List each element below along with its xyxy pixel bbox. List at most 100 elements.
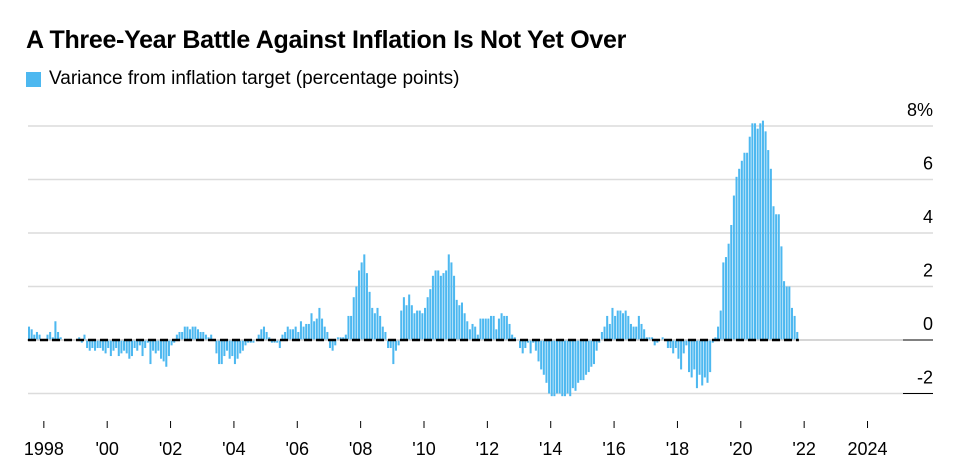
bar bbox=[424, 307, 427, 340]
bar bbox=[756, 128, 759, 340]
bar bbox=[600, 331, 603, 340]
bar bbox=[508, 323, 511, 340]
bar bbox=[228, 340, 231, 359]
bar bbox=[368, 291, 371, 340]
bar bbox=[606, 315, 609, 340]
bar bbox=[167, 340, 170, 357]
bar bbox=[236, 340, 239, 359]
bar bbox=[363, 254, 366, 340]
legend-label: Variance from inflation target (percenta… bbox=[49, 68, 460, 89]
bar bbox=[590, 340, 593, 367]
bar bbox=[181, 331, 184, 340]
bar bbox=[194, 326, 197, 340]
bar bbox=[740, 160, 743, 340]
bar bbox=[511, 334, 514, 340]
bar bbox=[577, 340, 580, 383]
bar bbox=[735, 176, 738, 340]
bar bbox=[727, 243, 730, 340]
bar bbox=[484, 318, 487, 340]
bar bbox=[379, 315, 382, 340]
bar bbox=[241, 340, 244, 351]
bar bbox=[767, 150, 770, 340]
bar bbox=[226, 340, 229, 351]
bar bbox=[278, 340, 281, 349]
bar bbox=[183, 326, 186, 340]
bar bbox=[175, 334, 178, 340]
bar bbox=[360, 262, 363, 340]
bar bbox=[645, 337, 648, 340]
bar bbox=[249, 340, 252, 343]
bar bbox=[326, 331, 329, 340]
bar bbox=[550, 340, 553, 397]
x-tick-label: '16 bbox=[602, 439, 625, 459]
bar bbox=[743, 152, 746, 340]
bar bbox=[468, 329, 471, 340]
bar bbox=[574, 340, 577, 391]
bar bbox=[387, 340, 390, 349]
bar bbox=[189, 329, 192, 340]
x-tick-label: '00 bbox=[95, 439, 118, 459]
bar bbox=[698, 340, 701, 375]
bar bbox=[202, 331, 205, 340]
bar bbox=[328, 340, 331, 349]
bar bbox=[186, 326, 189, 340]
bar bbox=[603, 326, 606, 340]
bar bbox=[532, 340, 535, 343]
bar bbox=[318, 307, 321, 340]
bar bbox=[146, 340, 149, 343]
bar bbox=[334, 340, 337, 346]
bar bbox=[495, 329, 498, 340]
bar bbox=[51, 337, 54, 340]
bar bbox=[471, 323, 474, 340]
bar bbox=[59, 337, 62, 340]
bar bbox=[466, 321, 469, 340]
bar bbox=[571, 340, 574, 389]
bar bbox=[199, 331, 202, 340]
bar bbox=[709, 340, 712, 373]
bar bbox=[624, 310, 627, 340]
bar bbox=[170, 340, 173, 346]
bar bbox=[785, 286, 788, 340]
bar bbox=[281, 334, 284, 340]
bar bbox=[690, 340, 693, 378]
bar bbox=[656, 340, 659, 343]
bar bbox=[83, 334, 86, 340]
bar bbox=[780, 246, 783, 340]
bar bbox=[247, 340, 250, 343]
bar bbox=[91, 340, 94, 349]
bar bbox=[104, 340, 107, 354]
bar bbox=[101, 340, 104, 351]
bar bbox=[437, 270, 440, 340]
bar bbox=[505, 315, 508, 340]
bar bbox=[769, 168, 772, 340]
bar bbox=[418, 310, 421, 340]
bar bbox=[210, 334, 213, 340]
bar bbox=[439, 275, 442, 340]
bar bbox=[453, 275, 456, 340]
bar bbox=[96, 340, 99, 349]
legend-swatch bbox=[26, 71, 41, 87]
bar bbox=[191, 326, 194, 340]
bar bbox=[751, 123, 754, 340]
bar bbox=[619, 310, 622, 340]
bar bbox=[371, 307, 374, 340]
bar bbox=[49, 331, 52, 340]
bar bbox=[790, 307, 793, 340]
bar bbox=[244, 340, 247, 346]
bar bbox=[500, 313, 503, 340]
bar bbox=[764, 131, 767, 340]
bar bbox=[669, 340, 672, 349]
bar bbox=[57, 331, 60, 340]
bar bbox=[347, 315, 350, 340]
bar bbox=[587, 340, 590, 373]
bar bbox=[352, 297, 355, 340]
bar bbox=[358, 270, 361, 340]
bar bbox=[566, 340, 569, 394]
bar bbox=[365, 273, 368, 340]
bar bbox=[701, 340, 704, 386]
bar bbox=[534, 340, 537, 351]
bar bbox=[321, 318, 324, 340]
bar bbox=[542, 340, 545, 375]
bar bbox=[80, 340, 83, 343]
bar bbox=[614, 315, 617, 340]
